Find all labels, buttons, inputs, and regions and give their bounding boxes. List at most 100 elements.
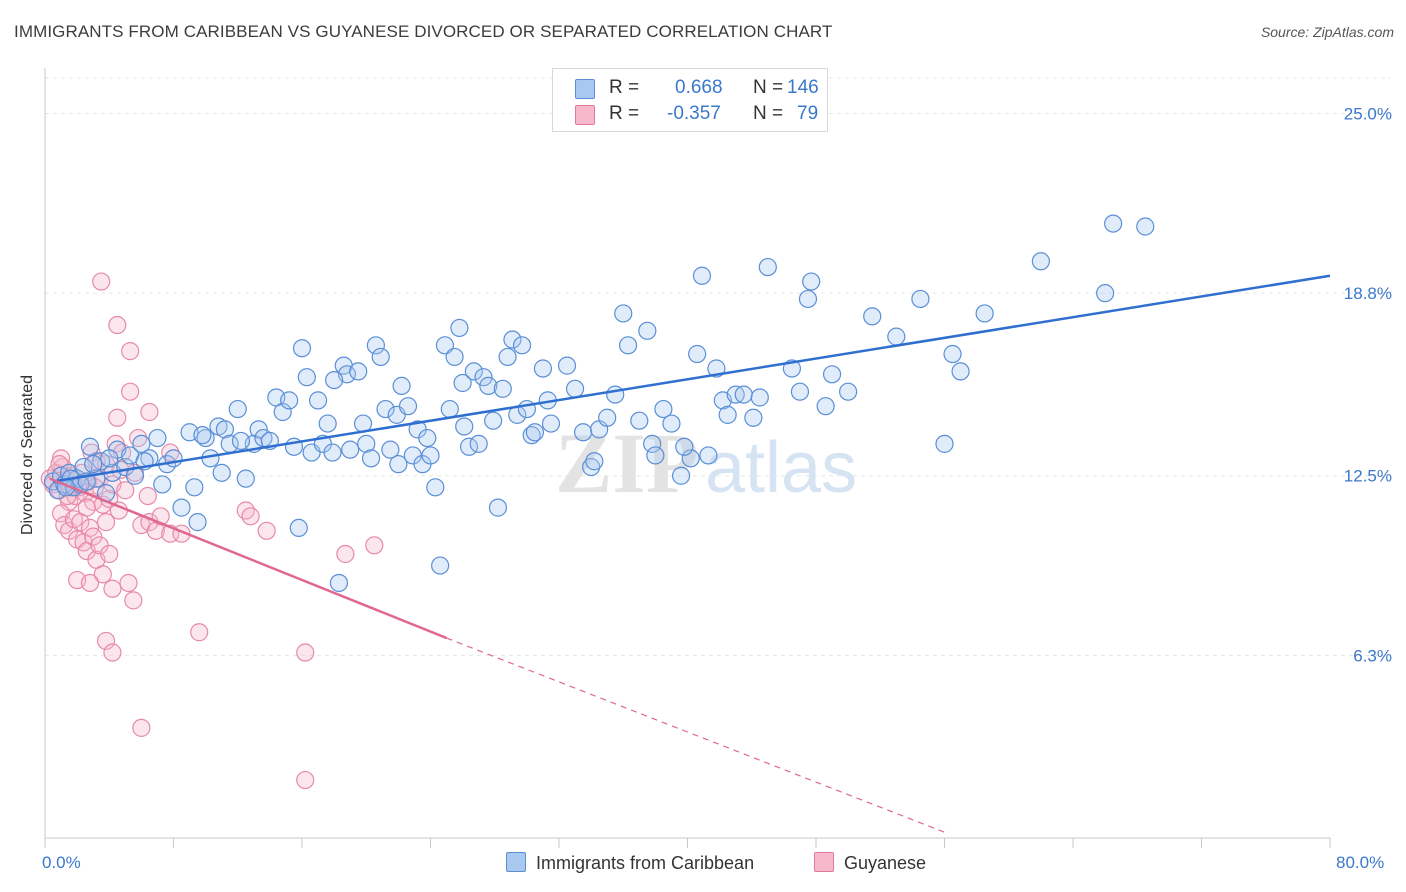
caribbean-point — [758, 257, 777, 277]
caribbean-point — [606, 385, 625, 404]
caribbean-point — [662, 414, 681, 433]
caribbean-point — [215, 420, 234, 439]
caribbean-point — [421, 446, 440, 465]
y-tick-label: 6.3% — [1353, 646, 1392, 665]
caribbean-point — [935, 434, 954, 453]
caribbean-point — [366, 336, 385, 355]
watermark: ZIP atlas — [555, 415, 857, 511]
caribbean-point — [273, 402, 292, 422]
caribbean-point — [614, 304, 633, 323]
caribbean-point — [450, 318, 469, 338]
caribbean-point — [80, 437, 100, 456]
caribbean-point — [744, 408, 763, 427]
caribbean-point — [455, 417, 474, 436]
caribbean-point — [582, 457, 601, 477]
guyanese-point — [365, 536, 384, 555]
caribbean-point — [790, 382, 810, 401]
caribbean-point — [289, 518, 308, 538]
caribbean-point — [798, 289, 818, 309]
caribbean-point — [541, 414, 561, 433]
guyanese-point — [236, 501, 255, 520]
guyanese-point — [108, 315, 127, 335]
caribbean-point — [193, 426, 212, 445]
guyanese-point — [108, 408, 127, 427]
caribbean-point — [681, 449, 700, 468]
caribbean-point — [148, 428, 167, 448]
guyanese-points — [40, 272, 384, 790]
caribbean-point — [654, 399, 673, 419]
caribbean-point — [453, 373, 472, 393]
caribbean-point — [341, 440, 360, 459]
caribbean-point — [573, 423, 593, 442]
y-tick-label: 18.8% — [1344, 284, 1392, 303]
watermark-atlas: atlas — [705, 428, 857, 508]
legend-r-label: R = — [609, 77, 640, 98]
caribbean-point — [802, 272, 821, 291]
caribbean-point — [418, 428, 437, 448]
caribbean-point — [1096, 284, 1115, 303]
caribbean-point — [688, 344, 707, 364]
caribbean-point — [692, 266, 712, 285]
guyanese-point — [96, 513, 116, 532]
caribbean-point — [212, 463, 231, 482]
caribbean-point — [863, 307, 882, 326]
caribbean-point — [1104, 214, 1123, 233]
caribbean-point — [498, 347, 517, 367]
x-tick-label-min: 0.0% — [42, 853, 81, 872]
caribbean-point — [431, 556, 450, 575]
caribbean-point — [188, 513, 207, 532]
caribbean-point — [512, 336, 532, 355]
bottom-legend-guyanese: Guyanese — [814, 852, 926, 874]
legend-r-value: -0.357 — [667, 103, 721, 124]
guyanese-point — [296, 643, 315, 662]
caribbean-point — [398, 397, 418, 416]
y-tick-label: 12.5% — [1344, 467, 1392, 486]
caribbean-point — [132, 434, 151, 453]
axes — [44, 68, 1331, 848]
caribbean-point — [525, 423, 545, 442]
guyanese-trend-line — [49, 477, 448, 640]
caribbean-point — [236, 469, 255, 488]
caribbean-point — [479, 376, 498, 395]
caribbean-point — [435, 336, 455, 355]
caribbean-point — [887, 327, 906, 346]
guyanese-point — [121, 342, 140, 361]
guyanese-point — [296, 770, 315, 790]
y-axis-label: Divorced or Separated — [19, 374, 36, 536]
caribbean-point — [381, 440, 400, 459]
caribbean-point — [84, 455, 103, 474]
caribbean-point — [196, 428, 215, 448]
caribbean-point — [228, 399, 247, 419]
caribbean-point — [1136, 217, 1155, 236]
guyanese-point — [140, 402, 159, 422]
caribbean-point — [323, 443, 342, 462]
guyanese-point — [96, 631, 116, 651]
caribbean-point — [308, 391, 328, 410]
caribbean-point — [349, 362, 368, 381]
chart-source: Source: ZipAtlas.com — [1260, 24, 1394, 40]
guyanese-point — [241, 507, 260, 526]
guyanese-point — [129, 428, 148, 448]
bottom-legend-swatch-blue — [506, 852, 526, 872]
caribbean-point — [292, 339, 312, 358]
y-tick-label: 25.0% — [1344, 104, 1392, 123]
caribbean-point — [718, 405, 737, 424]
caribbean-point — [1031, 252, 1050, 271]
caribbean-point — [943, 344, 962, 364]
legend-r-label: R = — [609, 103, 640, 124]
guyanese-point — [100, 544, 119, 564]
caribbean-point — [325, 370, 344, 390]
bottom-legend-caribbean: Immigrants from Caribbean — [506, 852, 754, 874]
guyanese-point — [103, 643, 122, 662]
guyanese-point — [257, 521, 276, 540]
caribbean-point — [839, 382, 858, 401]
legend-n-label: N = — [753, 77, 784, 98]
caribbean-point — [533, 359, 553, 378]
guyanese-point — [93, 565, 112, 584]
legend-n-value: 79 — [797, 103, 819, 124]
caribbean-point — [618, 336, 638, 355]
caribbean-point — [675, 437, 694, 456]
caribbean-point — [911, 289, 930, 309]
caribbean-point — [153, 475, 172, 494]
caribbean-point — [585, 452, 604, 471]
